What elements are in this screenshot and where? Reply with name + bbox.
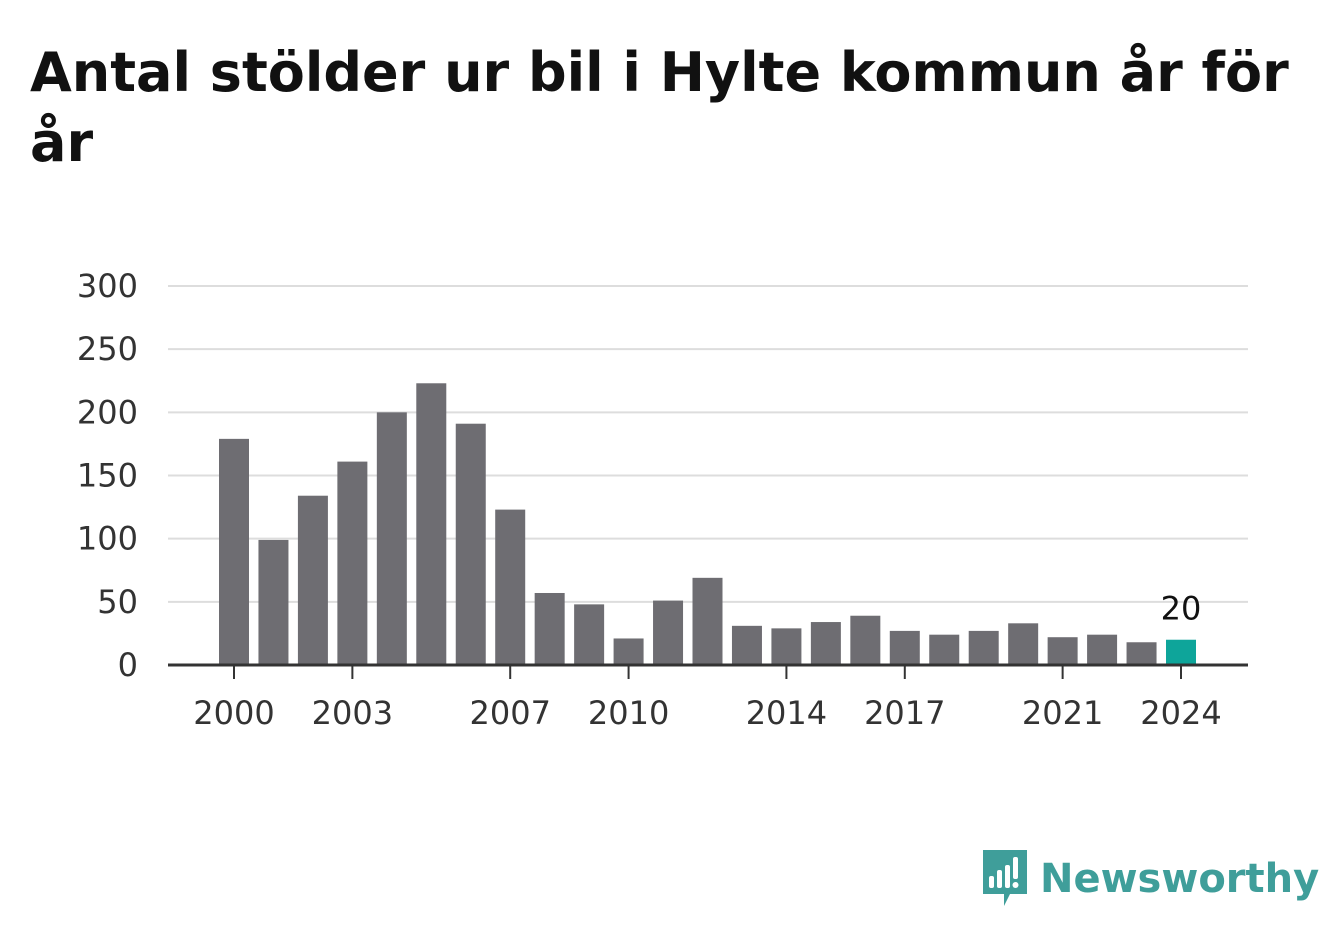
newsworthy-logo-icon [983, 850, 1027, 906]
bar-2009 [574, 604, 605, 665]
bar-2017 [889, 630, 920, 665]
bar-2011 [653, 600, 684, 665]
bar-2012 [692, 577, 723, 665]
bar-2003 [337, 461, 368, 665]
x-tick-label: 2014 [746, 694, 827, 732]
highlight-value-label: 20 [1161, 590, 1202, 628]
bar-2013 [731, 625, 762, 665]
bar-2008 [534, 592, 565, 665]
x-axis-ticks: 2000 2003 2007 2010 2014 2017 2021 2024 [193, 665, 1222, 732]
brand-name: Newsworthy [1040, 856, 1320, 902]
bar-2020 [1008, 623, 1039, 665]
y-tick-label: 0 [118, 646, 138, 684]
bar-2001 [258, 539, 289, 665]
bars [219, 383, 1196, 665]
bar-2018 [929, 634, 960, 665]
y-tick-label: 200 [77, 393, 138, 431]
y-tick-label: 50 [97, 583, 138, 621]
bar-2000 [219, 438, 249, 665]
bar-2023 [1126, 642, 1157, 665]
x-tick-label: 2000 [193, 694, 274, 732]
gridlines [168, 285, 1248, 603]
page-title: Antal stölder ur bil i Hylte kommun år f… [30, 41, 1289, 174]
bar-2015 [810, 622, 841, 665]
data-labels: 20 [1161, 590, 1202, 628]
y-tick-label: 250 [77, 330, 138, 368]
bar-2005 [416, 383, 447, 665]
bar-2022 [1087, 634, 1118, 665]
bar-2016 [850, 615, 881, 665]
bar-2019 [968, 630, 999, 665]
x-tick-label: 2007 [469, 694, 550, 732]
y-tick-label: 150 [77, 457, 138, 495]
bar-2004 [376, 412, 407, 665]
y-axis-ticks: 0 50 100 150 200 250 300 [77, 267, 138, 684]
x-tick-label: 2010 [588, 694, 669, 732]
y-tick-label: 100 [77, 520, 138, 558]
x-tick-label: 2021 [1022, 694, 1103, 732]
bar-2021 [1047, 637, 1078, 665]
y-tick-label: 300 [77, 267, 138, 305]
bar-2014 [771, 628, 802, 665]
brand-logo: Newsworthy [980, 848, 1319, 910]
bar-2002 [297, 495, 328, 665]
bar-2006 [455, 423, 486, 665]
bar-2024 [1166, 639, 1196, 665]
bar-2010 [613, 638, 644, 665]
x-tick-label: 2017 [864, 694, 945, 732]
x-tick-label: 2003 [312, 694, 393, 732]
x-tick-label: 2024 [1140, 694, 1221, 732]
bar-2007 [495, 509, 526, 665]
